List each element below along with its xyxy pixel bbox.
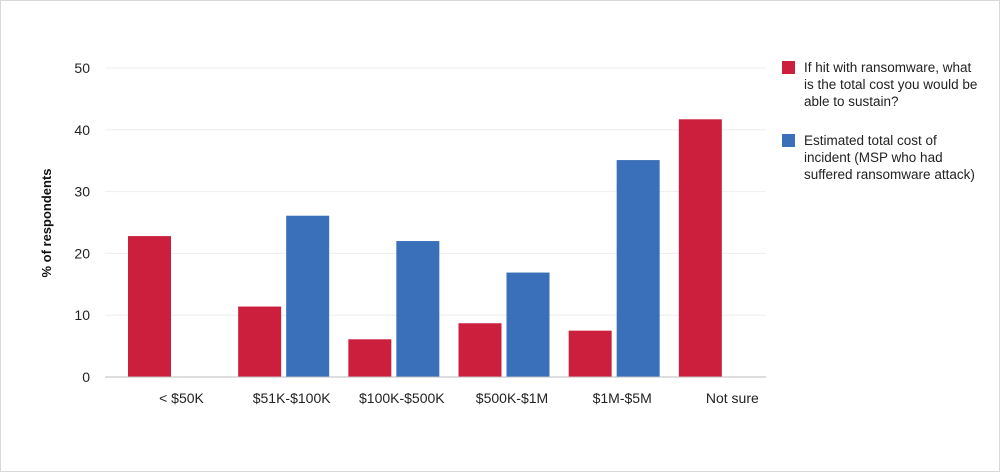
- bars: [128, 119, 722, 377]
- bar-sustain: [678, 119, 722, 377]
- bar-estimated: [506, 272, 550, 377]
- x-tick-label: $1M-$5M: [593, 390, 652, 406]
- bar-estimated: [616, 160, 660, 377]
- legend-swatch-red: [782, 61, 795, 74]
- bar-estimated: [286, 215, 330, 377]
- x-tick-label: $500K-$1M: [476, 390, 548, 406]
- x-axis-ticks: < $50K $51K-$100K $100K-$500K $500K-$1M $1M-…: [159, 390, 759, 406]
- bar-sustain: [238, 306, 282, 377]
- legend-item-sustain: If hit with ransomware, what is the tota…: [782, 59, 982, 110]
- x-tick-label: < $50K: [159, 390, 204, 406]
- bar-sustain: [458, 323, 502, 377]
- y-axis-ticks: 0 10 20 30 40 50: [74, 60, 90, 385]
- y-tick-label: 40: [74, 122, 90, 138]
- legend-item-estimated: Estimated total cost of incident (MSP wh…: [782, 132, 982, 183]
- x-tick-label: $51K-$100K: [253, 390, 332, 406]
- bar-sustain: [348, 339, 392, 377]
- y-tick-label: 50: [74, 60, 90, 76]
- bar-sustain: [568, 330, 612, 377]
- legend: If hit with ransomware, what is the tota…: [782, 59, 982, 205]
- bar-sustain: [128, 236, 171, 377]
- bar-estimated: [396, 241, 440, 377]
- y-tick-label: 20: [74, 245, 90, 261]
- x-tick-label: Not sure: [706, 390, 759, 406]
- legend-label-estimated: Estimated total cost of incident (MSP wh…: [804, 133, 975, 182]
- x-tick-label: $100K-$500K: [359, 390, 445, 406]
- y-tick-label: 10: [74, 307, 90, 323]
- y-tick-label: 0: [82, 369, 90, 385]
- y-axis-title: % of respondents: [39, 168, 54, 277]
- legend-label-sustain: If hit with ransomware, what is the tota…: [804, 60, 978, 109]
- legend-swatch-blue: [782, 134, 795, 147]
- y-tick-label: 30: [74, 184, 90, 200]
